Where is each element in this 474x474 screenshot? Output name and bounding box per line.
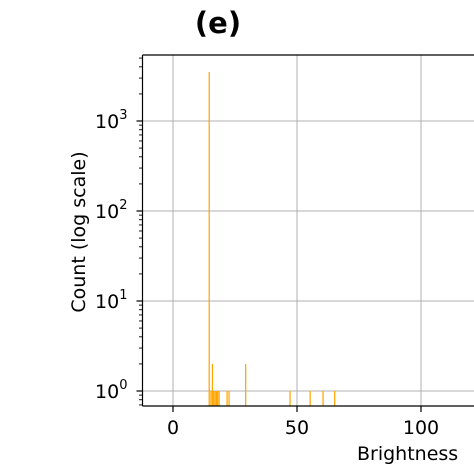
axes xyxy=(141,54,474,407)
y-tick-label: 100 xyxy=(95,378,127,403)
histogram-bar xyxy=(213,391,215,406)
histogram-bar xyxy=(228,391,230,406)
chart-title: (e) xyxy=(195,6,241,40)
bars xyxy=(208,72,336,406)
x-tick-label: 100 xyxy=(403,417,439,439)
y-axis-label: Count (log scale) xyxy=(68,151,90,312)
grid-lines xyxy=(142,55,474,406)
histogram-bar xyxy=(217,391,219,406)
x-tick-label: 50 xyxy=(285,417,309,439)
histogram-bar xyxy=(289,391,291,406)
histogram-bar xyxy=(210,391,212,406)
histogram-bar xyxy=(214,391,216,406)
histogram-bar xyxy=(211,363,214,406)
x-axis-label: Brightness xyxy=(357,443,458,465)
histogram-bar xyxy=(245,363,247,406)
y-tick-label: 101 xyxy=(95,288,127,313)
histogram-bar xyxy=(309,391,311,406)
histogram-bar xyxy=(226,391,228,406)
histogram-bar xyxy=(218,391,220,406)
x-tick-label: 0 xyxy=(167,417,179,439)
y-ticks: 100 101 102 103 xyxy=(95,57,143,406)
histogram-bar xyxy=(215,391,218,406)
histogram-bar xyxy=(208,72,210,406)
histogram-bar xyxy=(334,391,336,406)
x-ticks: 0 50 100 xyxy=(167,406,439,439)
histogram-bar xyxy=(322,391,324,406)
y-tick-label: 102 xyxy=(95,198,127,223)
y-tick-label: 103 xyxy=(95,108,127,133)
